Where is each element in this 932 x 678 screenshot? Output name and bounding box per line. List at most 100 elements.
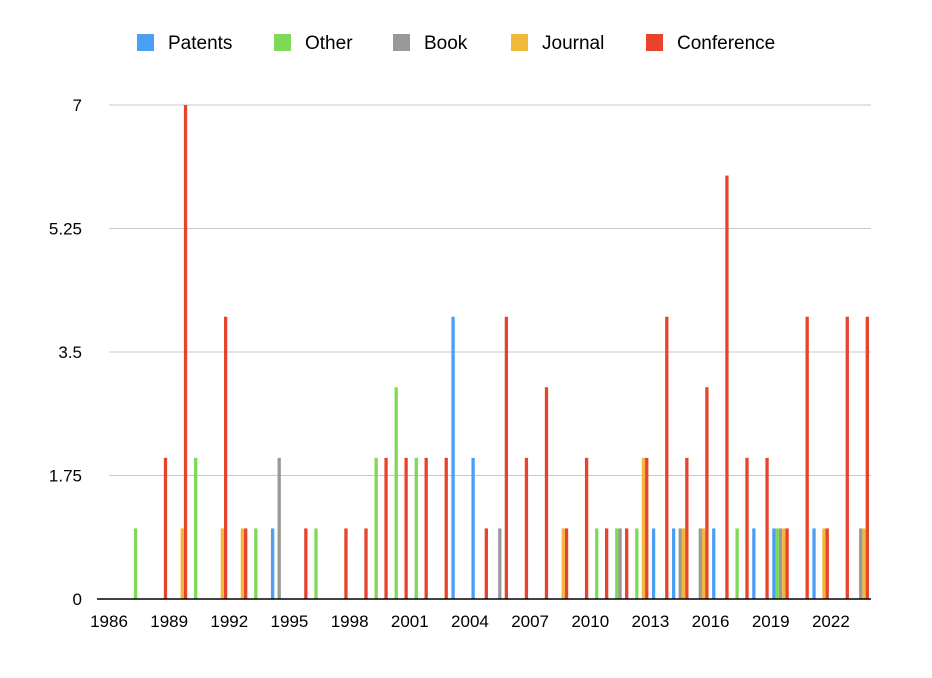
- legend-label-patents: Patents: [168, 33, 232, 54]
- bar-journal-1991: [220, 528, 224, 599]
- bar-patents-2021: [812, 528, 816, 599]
- legend-swatch-conference: [646, 34, 663, 51]
- x-tick-label: 1998: [331, 612, 369, 631]
- bar-journal-2014: [681, 528, 686, 599]
- bar-other-1996: [314, 528, 318, 599]
- bar-other-1987: [133, 528, 138, 599]
- y-tick-label: 7: [73, 96, 82, 115]
- bar-patents-2004: [471, 457, 475, 599]
- legend-label-conference: Conference: [677, 33, 775, 54]
- bar-patents-2019: [772, 528, 776, 599]
- legend-swatch-patents: [137, 34, 154, 51]
- bar-book-1994: [277, 457, 281, 599]
- bar-conference-1991: [223, 316, 228, 599]
- bar-conference-2016: [725, 175, 729, 599]
- bar-other-1999: [374, 457, 378, 599]
- bar-conference-2001: [424, 457, 428, 599]
- x-tick-label: 2013: [632, 612, 670, 631]
- y-gridlines: [109, 104, 871, 476]
- bar-patents-2013: [651, 528, 656, 599]
- legend-label-book: Book: [424, 33, 468, 54]
- bar-conference-2012: [645, 457, 649, 599]
- x-tick-label: 2022: [812, 612, 850, 631]
- bar-conference-2021: [825, 528, 829, 599]
- bar-conference-2011: [625, 528, 629, 599]
- bar-conference-1992: [244, 528, 248, 599]
- bar-other-2000: [394, 387, 398, 599]
- bar-conference-2008: [564, 528, 569, 599]
- x-tick-label: 2004: [451, 612, 489, 631]
- bar-conference-2019: [785, 528, 789, 599]
- bar-conference-2007: [544, 387, 549, 599]
- bar-conference-2015: [705, 387, 709, 599]
- bar-patents-2003: [451, 316, 455, 599]
- y-tick-label: 1.75: [49, 467, 82, 486]
- bar-conference-2014: [685, 457, 689, 599]
- bar-conference-1998: [364, 528, 368, 599]
- bar-other-2010: [595, 528, 599, 599]
- y-axis-ticks: 0 1.75 3.5 5.25 7: [49, 96, 82, 609]
- bar-conference-2006: [524, 457, 529, 599]
- x-tick-label: 2016: [692, 612, 730, 631]
- bar-book-2005: [498, 528, 502, 599]
- bar-conference-1997: [344, 528, 348, 599]
- bar-patents-2014: [672, 528, 676, 599]
- bar-book-2011: [618, 528, 622, 599]
- bars: [133, 105, 869, 599]
- bar-book-2014: [678, 528, 682, 599]
- x-tick-label: 2010: [571, 612, 609, 631]
- bar-other-2019: [775, 528, 779, 599]
- x-tick-label: 1995: [271, 612, 309, 631]
- bar-book-2019: [778, 528, 783, 599]
- bar-journal-1992: [240, 528, 245, 599]
- bar-conference-2000: [404, 457, 408, 599]
- bar-other-2011: [615, 528, 619, 599]
- bar-conference-2017: [745, 457, 749, 599]
- bar-journal-2021: [822, 528, 826, 599]
- x-tick-label: 1992: [210, 612, 248, 631]
- legend-label-journal: Journal: [542, 33, 604, 54]
- bar-conference-2023: [865, 316, 869, 599]
- bar-conference-1988: [163, 457, 168, 599]
- bar-conference-2022: [845, 316, 849, 599]
- x-axis-ticks: 1986 1989 1992 1995 1998 2001 2004 2007 2010 2013…: [90, 612, 850, 631]
- bar-conference-2013: [665, 316, 669, 599]
- x-tick-label: 2019: [752, 612, 790, 631]
- bar-journal-2012: [641, 457, 646, 599]
- bar-patents-1994: [270, 528, 275, 599]
- bar-conference-2004: [484, 528, 488, 599]
- legend-label-other: Other: [305, 33, 353, 54]
- bar-conference-1989: [183, 105, 188, 599]
- bar-book-2015: [698, 528, 702, 599]
- bar-book-2023: [859, 528, 863, 599]
- x-tick-label: 2007: [511, 612, 549, 631]
- x-tick-label: 1986: [90, 612, 128, 631]
- legend-swatch-other: [274, 34, 291, 51]
- bar-journal-1989: [180, 528, 184, 599]
- bar-other-1993: [254, 528, 258, 599]
- y-tick-label: 3.5: [58, 343, 82, 362]
- legend-swatch-book: [393, 34, 410, 51]
- legend: Patents Other Book Journal Conference: [137, 33, 775, 54]
- bar-conference-2009: [584, 457, 589, 599]
- bar-conference-2005: [504, 316, 509, 599]
- bar-other-2001: [414, 457, 418, 599]
- bar-conference-1999: [384, 457, 388, 599]
- legend-swatch-journal: [511, 34, 528, 51]
- x-tick-label: 2001: [391, 612, 429, 631]
- y-tick-label: 5.25: [49, 220, 82, 239]
- bar-journal-2023: [862, 528, 866, 599]
- bar-conference-2018: [765, 457, 769, 599]
- bar-other-1990: [194, 457, 198, 599]
- bar-conference-2010: [604, 528, 609, 599]
- bar-patents-2016: [712, 528, 716, 599]
- bar-patents-2018: [752, 528, 756, 599]
- y-tick-label: 0: [73, 590, 82, 609]
- bar-conference-2002: [444, 457, 448, 599]
- bar-journal-2019: [782, 528, 786, 599]
- bar-journal-2008: [561, 528, 565, 599]
- bar-other-2017: [735, 528, 739, 599]
- bar-journal-2015: [701, 528, 706, 599]
- bar-other-2012: [635, 528, 639, 599]
